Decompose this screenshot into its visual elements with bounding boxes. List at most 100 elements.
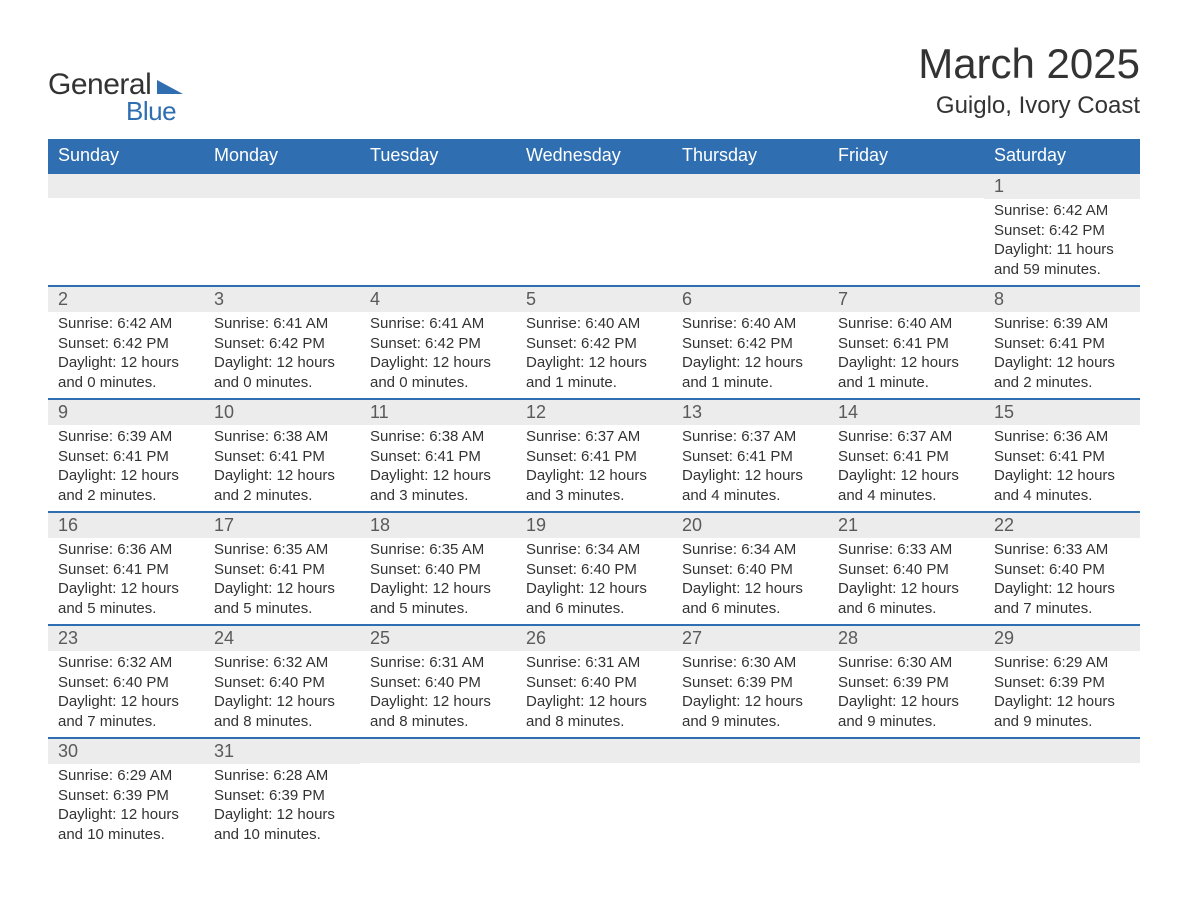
day-number: 6 [672, 287, 828, 312]
daylight-text: Daylight: 12 hours and 9 minutes. [838, 692, 974, 731]
day-number: 28 [828, 626, 984, 651]
day-content: Sunrise: 6:30 AMSunset: 6:39 PMDaylight:… [828, 651, 984, 737]
day-number [360, 739, 516, 763]
day-content [828, 199, 984, 227]
daylight-text: Daylight: 12 hours and 8 minutes. [214, 692, 350, 731]
sunrise-text: Sunrise: 6:35 AM [214, 540, 350, 560]
weekday-header: Friday [828, 139, 984, 173]
sunrise-text: Sunrise: 6:36 AM [994, 427, 1130, 447]
day-content [516, 199, 672, 227]
sunset-text: Sunset: 6:41 PM [994, 334, 1130, 354]
day-number [672, 174, 828, 198]
sunrise-text: Sunrise: 6:38 AM [214, 427, 350, 447]
day-number [516, 739, 672, 763]
day-number: 29 [984, 626, 1140, 651]
day-number: 14 [828, 400, 984, 425]
day-number: 16 [48, 513, 204, 538]
week-daynum-row: 1 [48, 173, 1140, 199]
day-content: Sunrise: 6:35 AMSunset: 6:40 PMDaylight:… [360, 538, 516, 624]
sunrise-text: Sunrise: 6:29 AM [58, 766, 194, 786]
week-content-row: Sunrise: 6:29 AMSunset: 6:39 PMDaylight:… [48, 764, 1140, 850]
day-content: Sunrise: 6:31 AMSunset: 6:40 PMDaylight:… [360, 651, 516, 737]
day-number [48, 174, 204, 198]
location-subtitle: Guiglo, Ivory Coast [918, 92, 1140, 120]
sunrise-text: Sunrise: 6:30 AM [682, 653, 818, 673]
day-content [828, 764, 984, 792]
daylight-text: Daylight: 12 hours and 4 minutes. [682, 466, 818, 505]
sunrise-text: Sunrise: 6:41 AM [214, 314, 350, 334]
day-number: 19 [516, 513, 672, 538]
sunrise-text: Sunrise: 6:37 AM [526, 427, 662, 447]
calendar-table: Sunday Monday Tuesday Wednesday Thursday… [48, 139, 1140, 850]
sunset-text: Sunset: 6:39 PM [214, 786, 350, 806]
day-content: Sunrise: 6:31 AMSunset: 6:40 PMDaylight:… [516, 651, 672, 737]
day-number: 9 [48, 400, 204, 425]
day-number [204, 174, 360, 198]
day-number [984, 739, 1140, 763]
page-header: General Blue March 2025 Guiglo, Ivory Co… [48, 40, 1140, 127]
sunrise-text: Sunrise: 6:34 AM [682, 540, 818, 560]
daylight-text: Daylight: 12 hours and 0 minutes. [58, 353, 194, 392]
day-content: Sunrise: 6:36 AMSunset: 6:41 PMDaylight:… [984, 425, 1140, 511]
day-number: 17 [204, 513, 360, 538]
day-content [672, 199, 828, 227]
week-daynum-row: 2345678 [48, 286, 1140, 312]
sunset-text: Sunset: 6:42 PM [214, 334, 350, 354]
sunrise-text: Sunrise: 6:33 AM [994, 540, 1130, 560]
sunrise-text: Sunrise: 6:40 AM [682, 314, 818, 334]
daylight-text: Daylight: 12 hours and 6 minutes. [526, 579, 662, 618]
sunrise-text: Sunrise: 6:31 AM [370, 653, 506, 673]
daylight-text: Daylight: 12 hours and 4 minutes. [838, 466, 974, 505]
sunset-text: Sunset: 6:41 PM [214, 560, 350, 580]
day-number: 3 [204, 287, 360, 312]
day-content [516, 764, 672, 792]
sunset-text: Sunset: 6:39 PM [58, 786, 194, 806]
sunrise-text: Sunrise: 6:35 AM [370, 540, 506, 560]
day-content: Sunrise: 6:42 AMSunset: 6:42 PMDaylight:… [984, 199, 1140, 285]
sunset-text: Sunset: 6:42 PM [994, 221, 1130, 241]
sunset-text: Sunset: 6:40 PM [526, 673, 662, 693]
sunset-text: Sunset: 6:40 PM [58, 673, 194, 693]
day-number: 1 [984, 174, 1140, 199]
sunset-text: Sunset: 6:40 PM [214, 673, 350, 693]
day-content: Sunrise: 6:37 AMSunset: 6:41 PMDaylight:… [672, 425, 828, 511]
daylight-text: Daylight: 12 hours and 6 minutes. [682, 579, 818, 618]
sunrise-text: Sunrise: 6:42 AM [994, 201, 1130, 221]
day-number: 2 [48, 287, 204, 312]
sunset-text: Sunset: 6:41 PM [838, 447, 974, 467]
day-content: Sunrise: 6:33 AMSunset: 6:40 PMDaylight:… [828, 538, 984, 624]
day-number: 24 [204, 626, 360, 651]
sunrise-text: Sunrise: 6:41 AM [370, 314, 506, 334]
daylight-text: Daylight: 12 hours and 2 minutes. [214, 466, 350, 505]
day-number [516, 174, 672, 198]
week-content-row: Sunrise: 6:42 AMSunset: 6:42 PMDaylight:… [48, 199, 1140, 286]
day-content: Sunrise: 6:41 AMSunset: 6:42 PMDaylight:… [204, 312, 360, 398]
sunrise-text: Sunrise: 6:39 AM [58, 427, 194, 447]
day-content: Sunrise: 6:34 AMSunset: 6:40 PMDaylight:… [516, 538, 672, 624]
day-content: Sunrise: 6:32 AMSunset: 6:40 PMDaylight:… [48, 651, 204, 737]
daylight-text: Daylight: 12 hours and 8 minutes. [526, 692, 662, 731]
sunrise-text: Sunrise: 6:39 AM [994, 314, 1130, 334]
day-content: Sunrise: 6:41 AMSunset: 6:42 PMDaylight:… [360, 312, 516, 398]
sunrise-text: Sunrise: 6:30 AM [838, 653, 974, 673]
day-content: Sunrise: 6:29 AMSunset: 6:39 PMDaylight:… [48, 764, 204, 850]
day-content [984, 764, 1140, 792]
daylight-text: Daylight: 12 hours and 3 minutes. [370, 466, 506, 505]
daylight-text: Daylight: 12 hours and 1 minute. [682, 353, 818, 392]
day-number [672, 739, 828, 763]
daylight-text: Daylight: 12 hours and 4 minutes. [994, 466, 1130, 505]
sunset-text: Sunset: 6:41 PM [682, 447, 818, 467]
week-daynum-row: 9101112131415 [48, 399, 1140, 425]
day-number: 11 [360, 400, 516, 425]
sunrise-text: Sunrise: 6:37 AM [838, 427, 974, 447]
day-content [360, 764, 516, 792]
daylight-text: Daylight: 12 hours and 0 minutes. [370, 353, 506, 392]
daylight-text: Daylight: 12 hours and 10 minutes. [214, 805, 350, 844]
sunrise-text: Sunrise: 6:38 AM [370, 427, 506, 447]
sunset-text: Sunset: 6:41 PM [58, 560, 194, 580]
sunrise-text: Sunrise: 6:34 AM [526, 540, 662, 560]
day-number: 18 [360, 513, 516, 538]
day-number: 13 [672, 400, 828, 425]
sunrise-text: Sunrise: 6:29 AM [994, 653, 1130, 673]
day-content: Sunrise: 6:40 AMSunset: 6:42 PMDaylight:… [672, 312, 828, 398]
